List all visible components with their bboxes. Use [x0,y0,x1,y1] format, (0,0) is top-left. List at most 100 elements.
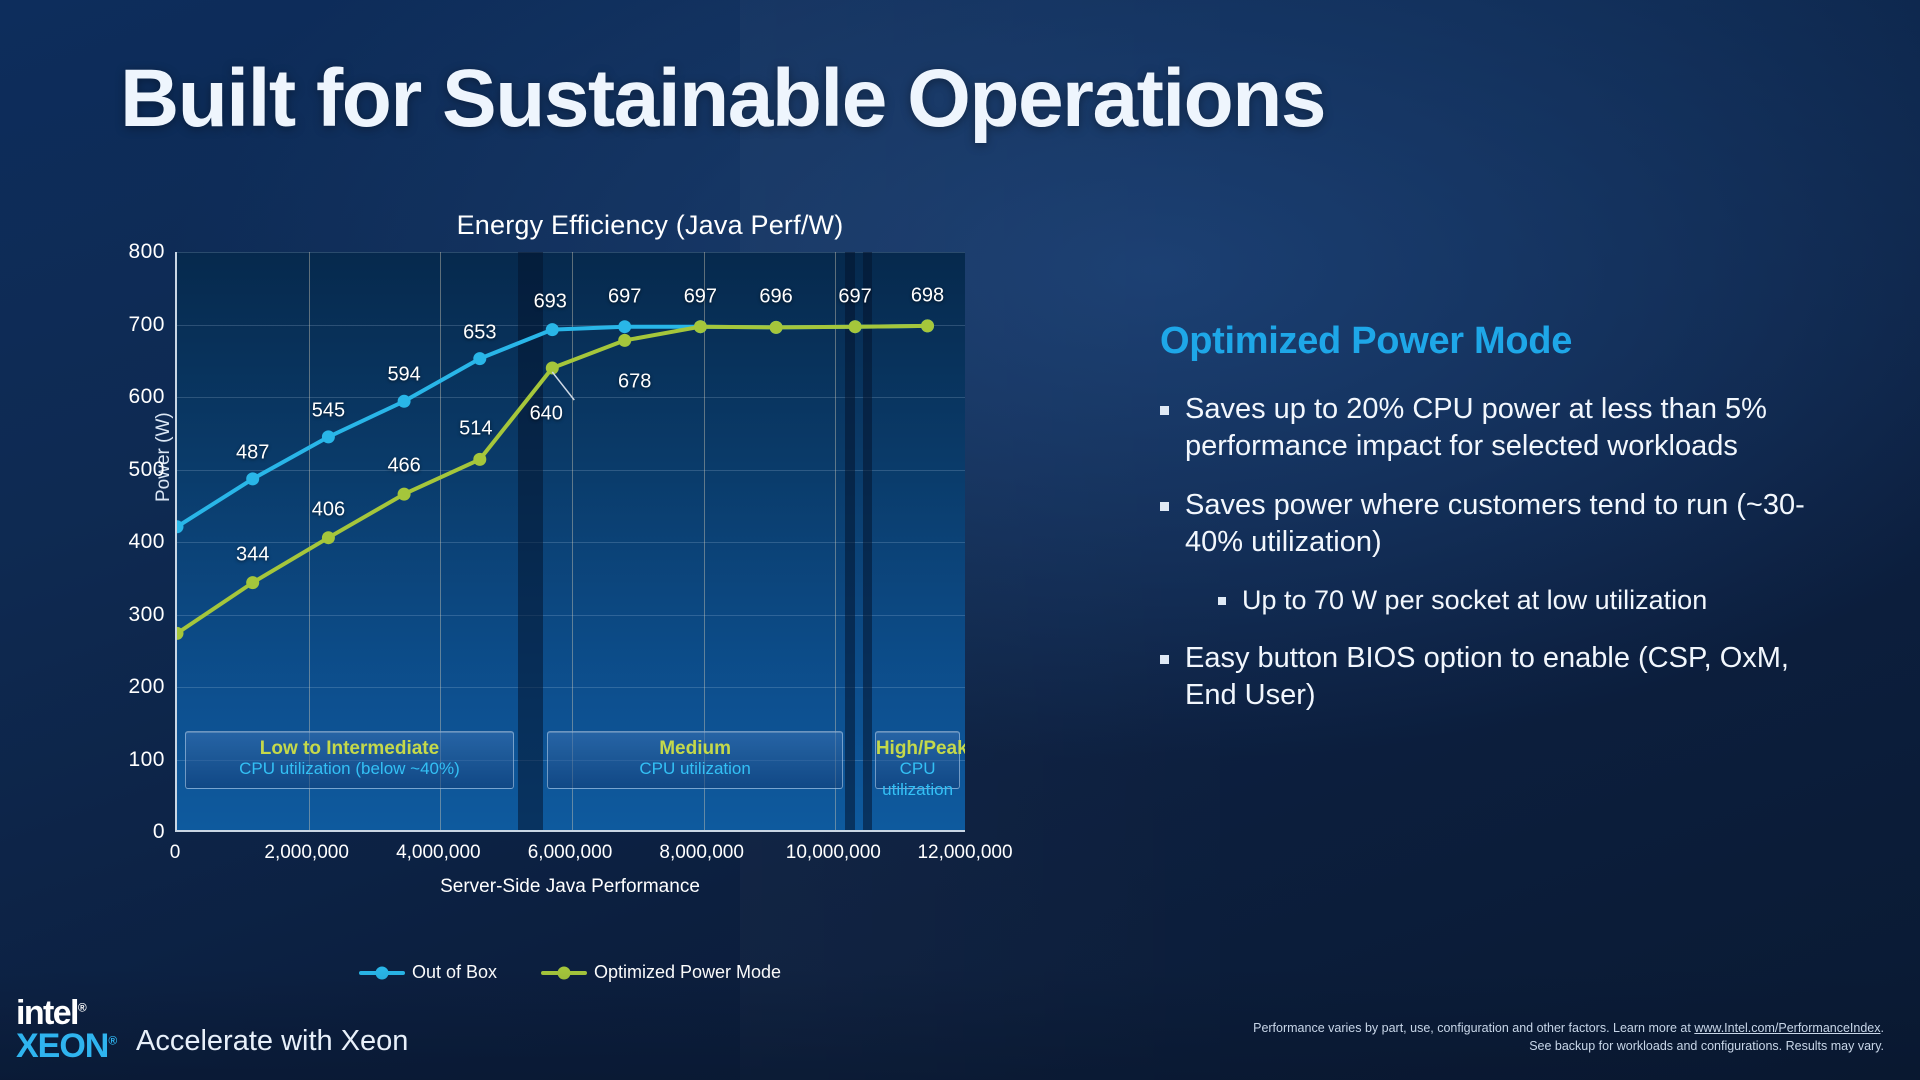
chart-container: Energy Efficiency (Java Perf/W) Power (W… [120,196,1120,986]
zone-separator-band [518,252,544,830]
data-label: 697 [683,285,718,308]
bullet-item: Saves power where customers tend to run … [1160,487,1820,561]
zone-title: Medium [659,737,731,759]
gridline-horizontal [177,324,965,326]
sub-bullet-item: Up to 70 W per socket at low utilization [1218,583,1820,618]
y-tick-label: 400 [128,530,165,553]
y-tick-label: 100 [128,747,165,771]
page-title: Built for Sustainable Operations [120,53,1326,144]
data-label: 697 [838,285,872,308]
bullet-item: Saves up to 20% CPU power at less than 5… [1160,391,1820,465]
zone-title: Low to Intermediate [259,737,440,759]
data-label: 344 [236,543,270,566]
gridline-horizontal [177,542,965,543]
gridline-horizontal [177,687,965,688]
bullet-marker-icon [1160,406,1169,415]
zone-annotation-box: High/Peak CPU utilization [874,730,965,799]
data-point [246,472,260,486]
y-tick-label: 0 [152,820,165,843]
zone-subtitle: CPU utilization (below ~40%) [239,759,460,779]
panel-heading: Optimized Power Mode [1160,320,1573,362]
zone-subtitle: CPU utilization [639,759,751,779]
data-point [473,352,487,366]
x-axis-label: Server-Side Java Performance [440,876,700,897]
data-label: 406 [311,498,346,521]
series-layer [177,319,934,640]
bullet-text: Saves up to 20% CPU power at less than 5… [1185,393,1767,463]
zone-title: High/Peak [875,737,965,759]
gridline-horizontal [177,397,965,398]
y-tick-label: 300 [128,602,165,626]
performance-index-link[interactable]: www.Intel.com/PerformanceIndex [1694,1020,1881,1035]
x-axis-ticks: 0 2,000,000 4,000,000 6,000,000 8,000,000 10,… [170,842,1013,872]
data-point [618,333,632,347]
data-point [246,576,260,590]
bullet-marker-icon [1160,502,1169,512]
gridline-horizontal [177,614,965,616]
data-point [321,531,335,545]
data-point [545,323,559,337]
footer-tagline: Accelerate with Xeon [136,1025,409,1057]
y-tick-label: 700 [128,312,165,336]
bullet-marker-icon [1160,654,1169,664]
data-label: 693 [533,290,567,313]
y-tick-label: 600 [128,385,165,408]
data-point [177,520,184,534]
data-point [473,452,487,466]
data-point [397,394,411,408]
intel-wordmark: intel® [16,994,87,1033]
data-label: 698 [910,284,945,307]
zone-subtitle: CPU utilization [882,759,954,799]
data-label: 678 [617,370,652,393]
leader-line [551,371,575,401]
gridline-horizontal [177,252,965,253]
bullet-text: Saves power where customers tend to run … [1185,489,1805,559]
sub-bullet-text: Up to 70 W per socket at low utilization [1242,585,1708,616]
gridline-vertical [835,252,837,830]
gridline-vertical [308,252,310,830]
data-label: 487 [236,441,270,464]
disclaimer-line-2: See backup for workloads and configurati… [1529,1039,1884,1054]
data-point [321,430,335,444]
gridline-vertical [703,252,705,830]
data-label: 545 [311,399,346,422]
data-point [545,361,559,375]
x-tick-label: 8,000,000 [659,842,744,863]
gridline-vertical [440,252,442,830]
y-axis-ticks: 0 100 200 300 400 500 600 700 800 [113,240,171,843]
data-point [618,320,632,334]
chart-title: Energy Efficiency (Java Perf/W) [456,210,844,240]
data-point [769,320,783,334]
footer-bar [0,968,1920,1080]
x-tick-label: 10,000,000 [785,842,881,863]
plot-area: 4214875455946536936976976966976982743444… [175,252,965,832]
x-tick-label: 12,000,000 [917,842,1013,863]
zone-annotation-box: Medium CPU utilization [546,730,844,789]
data-point [177,626,184,640]
data-label: 466 [387,454,421,477]
x-tick-label: 2,000,000 [264,842,349,863]
zone-separator-band [845,252,856,830]
zone-annotation-box: Low to Intermediate CPU utilization (belo… [184,730,515,789]
data-label: 640 [529,402,563,425]
data-label: 594 [387,363,421,386]
x-tick-label: 4,000,000 [396,842,481,863]
data-point [397,487,411,501]
y-tick-label: 200 [128,675,165,698]
data-point [848,320,862,334]
data-label: 514 [459,417,493,440]
data-point [693,320,707,334]
bullet-text: Easy button BIOS option to enable (CSP, … [1185,641,1789,712]
data-label: 696 [759,285,793,308]
y-tick-label: 500 [128,457,165,481]
x-tick-label: 0 [169,842,181,863]
xeon-wordmark: XEON® [16,1026,117,1065]
disclaimer-line-1: Performance varies by part, use, configu… [1253,1020,1884,1035]
zone-separator-band [862,252,873,830]
info-panel: Optimized Power Mode Saves up to 20% CPU… [1160,320,1820,736]
gridline-vertical [572,252,573,830]
data-point [921,319,934,333]
series-line-0 [177,323,930,529]
y-tick-label: 800 [128,240,165,263]
